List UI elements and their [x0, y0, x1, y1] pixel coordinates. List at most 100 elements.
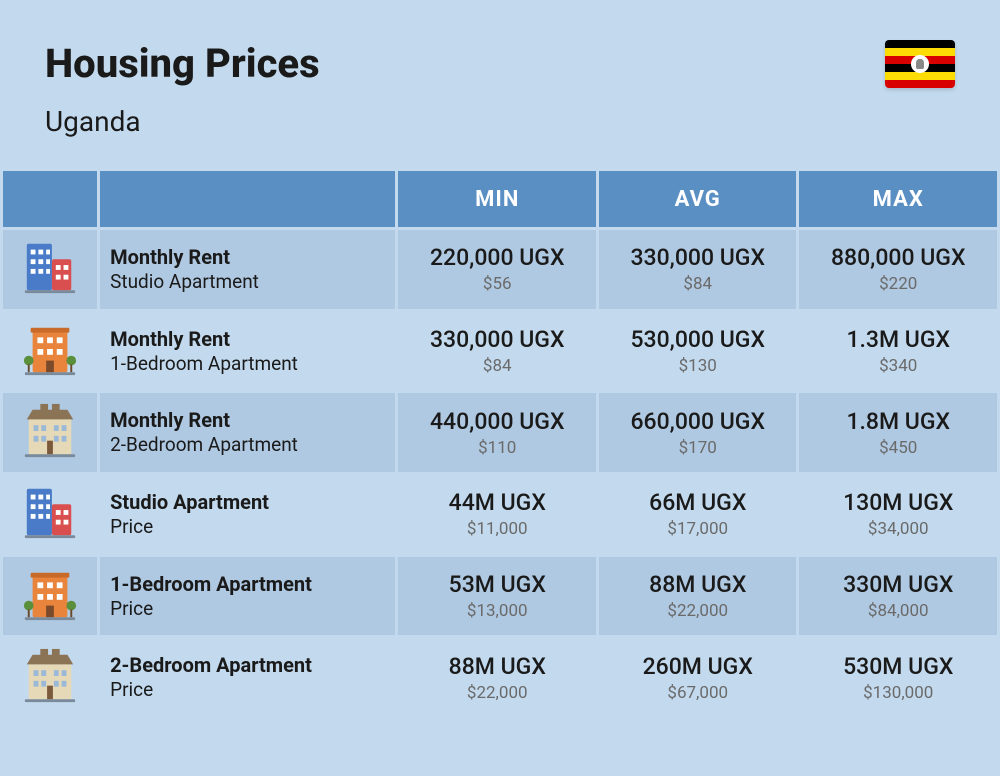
- row-title: Studio Apartment: [110, 489, 385, 515]
- max-usd: $34,000: [807, 518, 989, 540]
- min-value: 440,000 UGX: [406, 407, 588, 437]
- row-label-cell: Monthly Rent Studio Apartment: [100, 230, 395, 309]
- avg-cell: 88M UGX $22,000: [599, 557, 797, 636]
- row-title: 2-Bedroom Apartment: [110, 652, 385, 678]
- page-header: Housing Prices Uganda: [0, 0, 1000, 168]
- min-usd: $13,000: [406, 600, 588, 622]
- min-cell: 53M UGX $13,000: [398, 557, 596, 636]
- row-title: Monthly Rent: [110, 407, 385, 433]
- min-value: 44M UGX: [406, 488, 588, 518]
- min-usd: $56: [406, 273, 588, 295]
- row-subtitle: 1-Bedroom Apartment: [110, 352, 385, 377]
- min-value: 330,000 UGX: [406, 325, 588, 355]
- max-usd: $340: [807, 355, 989, 377]
- avg-value: 66M UGX: [607, 488, 789, 518]
- page-title: Housing Prices: [45, 40, 955, 87]
- row-title: 1-Bedroom Apartment: [110, 571, 385, 597]
- avg-cell: 66M UGX $17,000: [599, 475, 797, 554]
- max-usd: $84,000: [807, 600, 989, 622]
- column-header-min: MIN: [398, 171, 596, 227]
- row-subtitle: Price: [110, 597, 385, 622]
- max-value: 1.8M UGX: [807, 407, 989, 437]
- avg-value: 330,000 UGX: [607, 243, 789, 273]
- max-value: 330M UGX: [807, 570, 989, 600]
- building-orange-icon: [21, 320, 79, 378]
- row-subtitle: 2-Bedroom Apartment: [110, 433, 385, 458]
- max-cell: 330M UGX $84,000: [799, 557, 997, 636]
- avg-usd: $67,000: [607, 682, 789, 704]
- row-icon-cell: [3, 312, 97, 391]
- row-icon-cell: [3, 557, 97, 636]
- avg-value: 530,000 UGX: [607, 325, 789, 355]
- table-row: Monthly Rent 1-Bedroom Apartment 330,000…: [3, 312, 997, 391]
- row-label-cell: Monthly Rent 2-Bedroom Apartment: [100, 393, 395, 472]
- max-usd: $220: [807, 273, 989, 295]
- row-title: Monthly Rent: [110, 244, 385, 270]
- table-row: 1-Bedroom Apartment Price 53M UGX $13,00…: [3, 557, 997, 636]
- min-usd: $22,000: [406, 682, 588, 704]
- row-label-cell: 1-Bedroom Apartment Price: [100, 557, 395, 636]
- table-row: Monthly Rent Studio Apartment 220,000 UG…: [3, 230, 997, 309]
- row-icon-cell: [3, 638, 97, 717]
- row-subtitle: Price: [110, 515, 385, 540]
- avg-value: 88M UGX: [607, 570, 789, 600]
- max-cell: 880,000 UGX $220: [799, 230, 997, 309]
- max-cell: 1.3M UGX $340: [799, 312, 997, 391]
- row-icon-cell: [3, 475, 97, 554]
- min-usd: $11,000: [406, 518, 588, 540]
- max-usd: $450: [807, 437, 989, 459]
- max-cell: 530M UGX $130,000: [799, 638, 997, 717]
- max-value: 1.3M UGX: [807, 325, 989, 355]
- max-cell: 130M UGX $34,000: [799, 475, 997, 554]
- avg-usd: $84: [607, 273, 789, 295]
- building-beige-icon: [21, 402, 79, 460]
- max-cell: 1.8M UGX $450: [799, 393, 997, 472]
- building-blue-icon: [21, 483, 79, 541]
- min-cell: 330,000 UGX $84: [398, 312, 596, 391]
- table-row: 2-Bedroom Apartment Price 88M UGX $22,00…: [3, 638, 997, 717]
- min-value: 220,000 UGX: [406, 243, 588, 273]
- row-icon-cell: [3, 393, 97, 472]
- min-value: 53M UGX: [406, 570, 588, 600]
- avg-cell: 660,000 UGX $170: [599, 393, 797, 472]
- row-label-cell: 2-Bedroom Apartment Price: [100, 638, 395, 717]
- page-subtitle: Uganda: [45, 105, 955, 138]
- min-usd: $84: [406, 355, 588, 377]
- min-cell: 440,000 UGX $110: [398, 393, 596, 472]
- avg-cell: 260M UGX $67,000: [599, 638, 797, 717]
- row-subtitle: Studio Apartment: [110, 270, 385, 295]
- min-cell: 44M UGX $11,000: [398, 475, 596, 554]
- building-orange-icon: [21, 565, 79, 623]
- column-header-avg: AVG: [599, 171, 797, 227]
- max-usd: $130,000: [807, 682, 989, 704]
- table-header-row: MIN AVG MAX: [3, 171, 997, 227]
- min-cell: 88M UGX $22,000: [398, 638, 596, 717]
- row-title: Monthly Rent: [110, 326, 385, 352]
- avg-usd: $130: [607, 355, 789, 377]
- building-beige-icon: [21, 647, 79, 705]
- table-row: Studio Apartment Price 44M UGX $11,000 6…: [3, 475, 997, 554]
- row-label-cell: Monthly Rent 1-Bedroom Apartment: [100, 312, 395, 391]
- header-blank-icon: [3, 171, 97, 227]
- avg-usd: $17,000: [607, 518, 789, 540]
- min-cell: 220,000 UGX $56: [398, 230, 596, 309]
- row-icon-cell: [3, 230, 97, 309]
- avg-usd: $22,000: [607, 600, 789, 622]
- avg-value: 660,000 UGX: [607, 407, 789, 437]
- max-value: 130M UGX: [807, 488, 989, 518]
- avg-value: 260M UGX: [607, 652, 789, 682]
- avg-cell: 330,000 UGX $84: [599, 230, 797, 309]
- table-row: Monthly Rent 2-Bedroom Apartment 440,000…: [3, 393, 997, 472]
- pricing-table: MIN AVG MAX Monthly Rent Studio Apartmen…: [0, 168, 1000, 720]
- building-blue-icon: [21, 238, 79, 296]
- header-blank-label: [100, 171, 395, 227]
- min-usd: $110: [406, 437, 588, 459]
- row-label-cell: Studio Apartment Price: [100, 475, 395, 554]
- avg-usd: $170: [607, 437, 789, 459]
- min-value: 88M UGX: [406, 652, 588, 682]
- country-flag-icon: [885, 40, 955, 88]
- max-value: 880,000 UGX: [807, 243, 989, 273]
- row-subtitle: Price: [110, 678, 385, 703]
- max-value: 530M UGX: [807, 652, 989, 682]
- column-header-max: MAX: [799, 171, 997, 227]
